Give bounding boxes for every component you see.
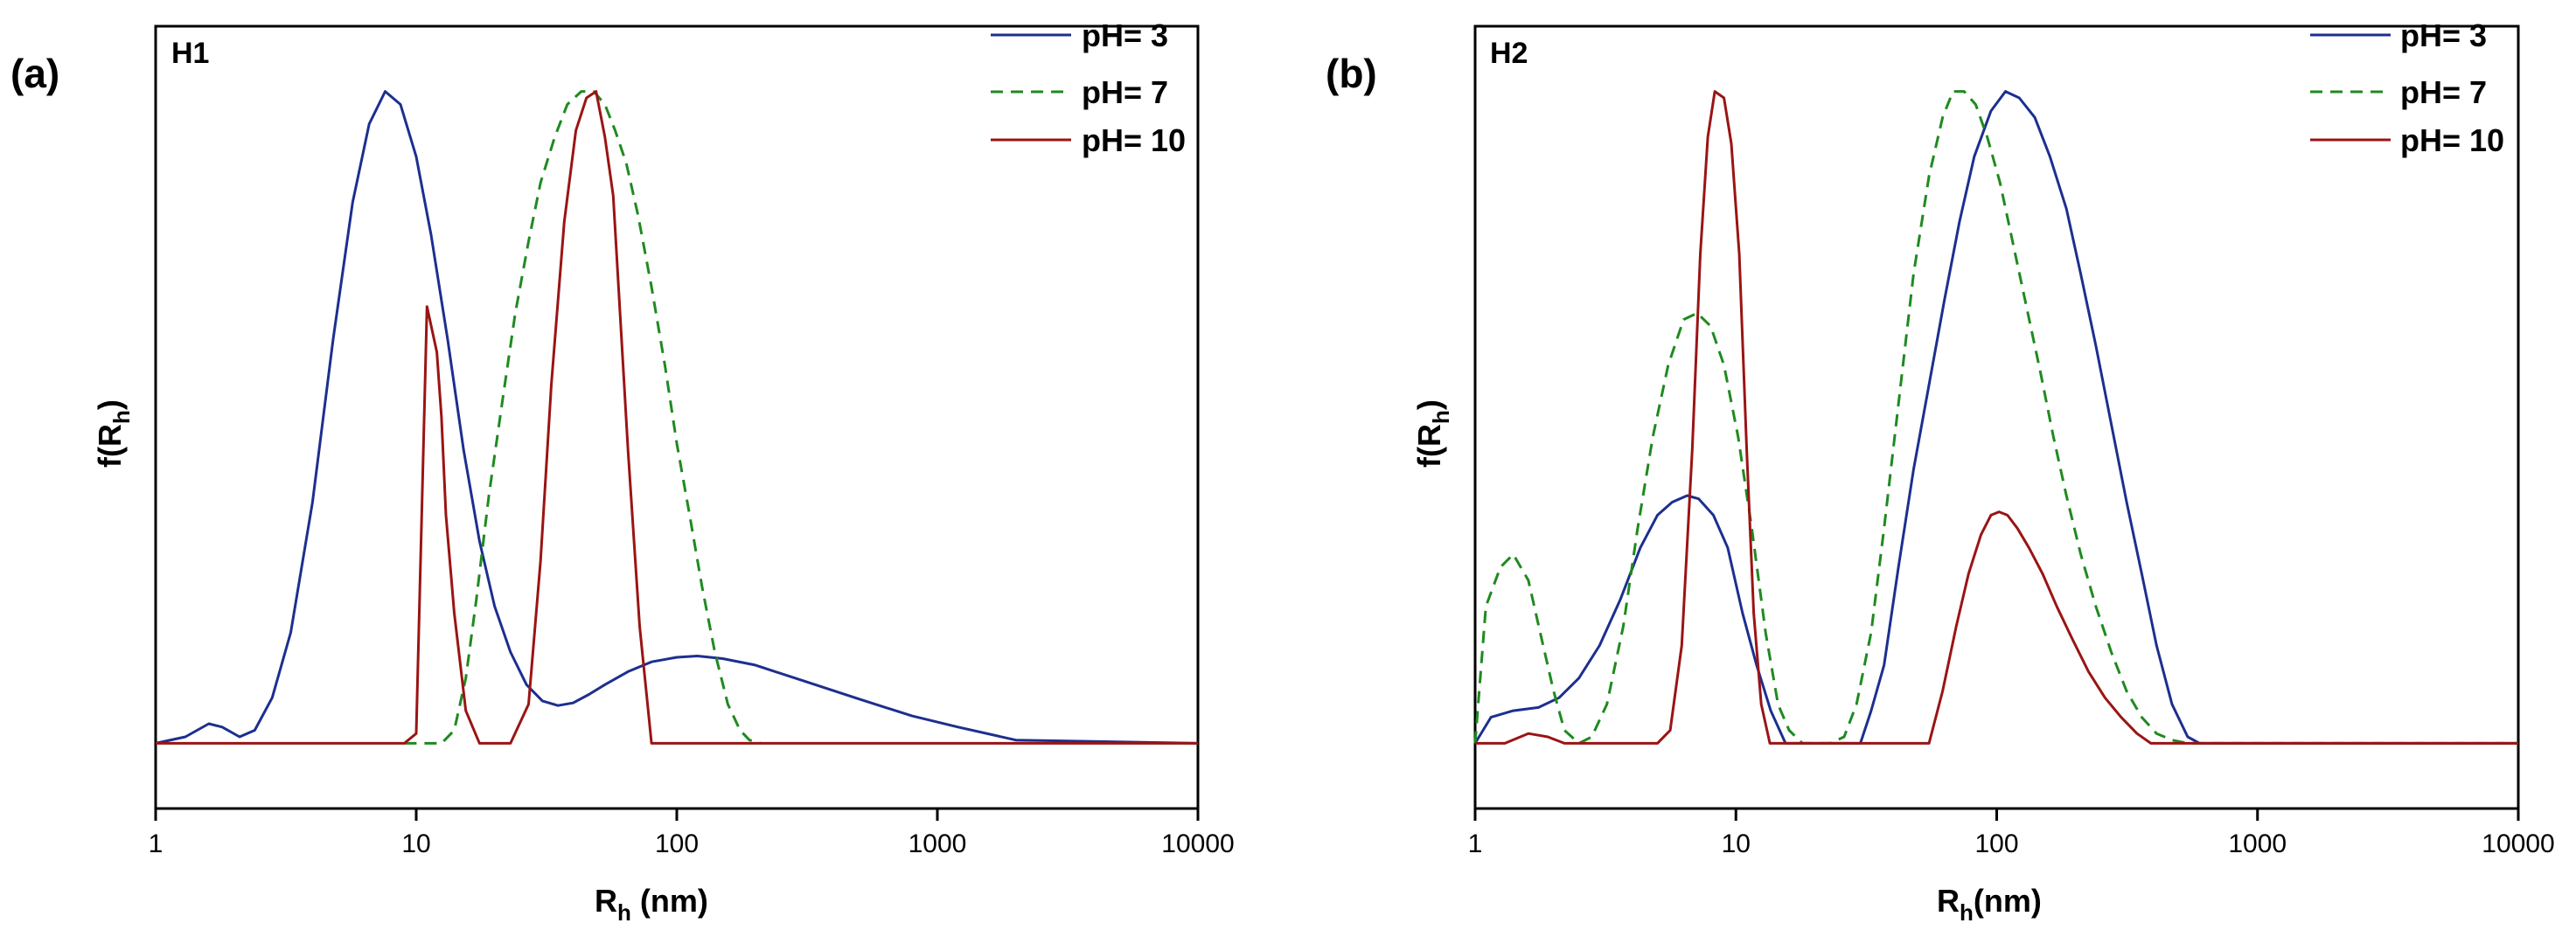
panel-a-letter: (a) (10, 51, 59, 96)
panel-b-ylabel-close: ) (1411, 399, 1447, 410)
panel-a-x-tick-label-100: 100 (655, 829, 699, 858)
panel-b-x-tick-label-10: 10 (1722, 829, 1751, 858)
panel-b-x-tick-label-10000: 10000 (2482, 829, 2554, 858)
panel-a-xlabel-main: R (595, 883, 617, 919)
panel-b-title: H2 (1490, 37, 1528, 70)
panel-a-x-tick-label-10000: 10000 (1161, 829, 1234, 858)
panel-b-ylabel-sub: h (1428, 410, 1454, 424)
panel-b-series-ph10 (1475, 90, 2518, 745)
panel-a-xlabel-sub: h (617, 899, 631, 926)
panel-b-letter: (b) (1326, 51, 1377, 96)
panel-a: (a) H1 1 10 100 1000 10000 Rh (nm) f(Rh) pH=… (10, 17, 1235, 926)
panel-a-x-tick-label-1: 1 (149, 829, 164, 858)
panel-b-series-ph3 (1473, 90, 2518, 745)
panel-a-legend-label-ph10: pH= 10 (1082, 122, 1186, 158)
panel-a-x-axis: 1 10 100 1000 10000 (149, 809, 1235, 858)
panel-b-xlabel-sub: h (1960, 899, 1974, 926)
panel-b: (b) H2 1 10 100 1000 10000 Rh(nm) f(Rh) pH= … (1326, 17, 2555, 926)
panel-a-series-ph3 (155, 90, 1199, 745)
panel-b-x-tick-label-1000: 1000 (2228, 829, 2287, 858)
panel-b-ylabel-main: f(R (1411, 424, 1447, 468)
panel-b-ylabel: f(Rh) (1411, 399, 1454, 468)
panel-b-xlabel-main: R (1937, 883, 1960, 919)
panel-b-series-ph7 (1473, 90, 2518, 745)
panel-a-legend-label-ph3: pH= 3 (1082, 17, 1168, 53)
panel-b-legend-label-ph10: pH= 10 (2400, 122, 2504, 158)
panel-b-x-tick-label-100: 100 (1974, 829, 2018, 858)
panel-a-ylabel-main: f(R (92, 424, 128, 468)
panel-a-title: H1 (171, 37, 209, 70)
panel-b-xlabel-units: (nm) (1974, 883, 2042, 919)
panel-a-x-tick-label-10: 10 (401, 829, 430, 858)
panel-a-legend-label-ph7: pH= 7 (1082, 74, 1168, 110)
panel-b-legend: pH= 3 pH= 7 pH= 10 (2310, 17, 2504, 158)
panel-b-x-tick-label-1: 1 (1468, 829, 1483, 858)
panel-b-xlabel: Rh(nm) (1937, 883, 2042, 926)
panel-b-x-axis: 1 10 100 1000 10000 (1468, 809, 2555, 858)
panel-b-plot-area (1473, 90, 2518, 745)
panel-a-ylabel-close: ) (92, 399, 128, 410)
panel-a-ylabel-sub: h (108, 410, 135, 424)
panel-b-legend-label-ph7: pH= 7 (2400, 74, 2487, 110)
panel-a-plot-area (155, 90, 1199, 745)
panel-a-xlabel: Rh (nm) (595, 883, 708, 926)
panel-a-ylabel: f(Rh) (92, 399, 135, 468)
panel-a-series-ph10 (156, 90, 1198, 745)
panel-a-x-tick-label-1000: 1000 (909, 829, 967, 858)
panel-a-legend: pH= 3 pH= 7 pH= 10 (991, 17, 1186, 158)
panel-a-xlabel-units: (nm) (631, 883, 708, 919)
panel-b-legend-label-ph3: pH= 3 (2400, 17, 2487, 53)
